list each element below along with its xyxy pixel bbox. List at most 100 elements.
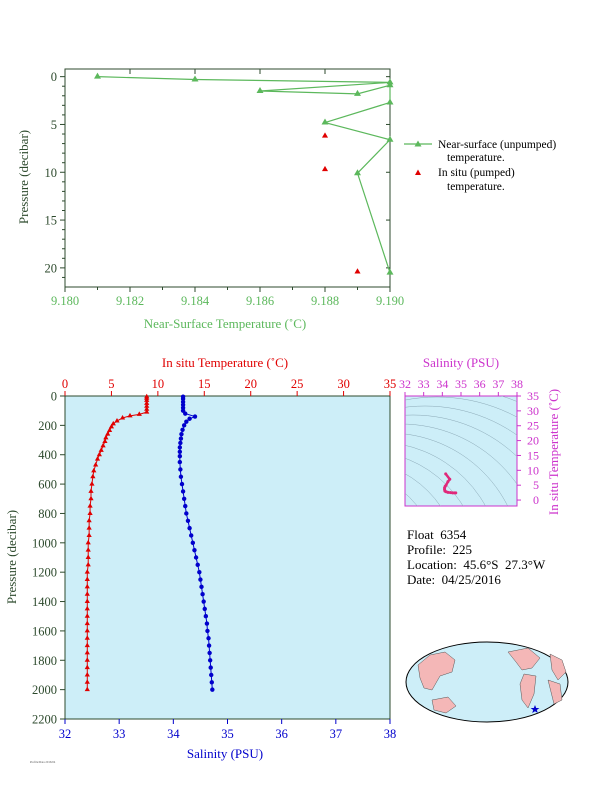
salinity-profile-point [180,427,185,432]
salinity-profile-point [206,643,212,648]
ts-profile-point [444,472,448,476]
map-land-asia [417,651,456,691]
near-surface-legend: Near-surface (unpumped) temperature. In … [404,139,556,193]
ts-salinity-label: Salinity (PSU) [423,355,499,370]
near-surface-plot-frame [64,68,391,288]
temperature-profile-point [84,620,90,626]
ts-salinity-tick-label: 37 [492,377,504,391]
map-land-australia [431,696,457,714]
ts-salinity-tick-label: 33 [418,377,430,391]
ts-salinity-tick-label: 35 [455,377,467,391]
near-surface-unpumped-point [354,89,361,96]
profile-pressure-tick-label: 2200 [32,713,57,727]
float-location-star-icon [530,705,540,713]
legend-triangle-unpumped-icon [414,140,422,147]
map-land-africa [547,679,563,705]
temperature-profile-point [105,431,111,436]
salinity-profile-point [209,672,214,678]
in-situ-pumped-point [321,165,329,172]
salinity-ticks: 32 33 34 35 36 37 38 [59,719,397,741]
temperature-tick-label: 30 [337,377,350,391]
legend-label-unpumped-2: temperature. [447,152,505,164]
ts-temperature-tick-label: 25 [527,419,539,433]
temperature-profile-point [93,462,99,467]
temperature-profile-point [84,671,90,677]
temperature-profile-point [91,467,97,473]
profile-pressure-tick-label: 1400 [32,595,57,609]
ts-temperature-tick-label: 20 [527,434,539,448]
ts-plot-frame [404,395,518,507]
density-contour [405,396,517,418]
salinity-tick-label: 38 [384,727,397,741]
salinity-profile-point [180,489,186,494]
salinity-profile-point [183,411,188,416]
profile-pressure-tick-label: 1000 [32,536,57,550]
temperature-profile-point [94,456,101,461]
temperature-profile-point [102,438,108,444]
profile-pressure-tick-label: 400 [38,448,57,462]
near-surface-x-tick-label: 9.182 [116,294,144,308]
ts-marks [443,472,458,495]
salinity-profile-point [208,665,213,670]
map-land [417,647,567,714]
temperature-profile-point [84,591,90,596]
profile-date: Date: 04/25/2016 [407,572,501,587]
near-surface-y-label: Pressure (decibar) [16,130,31,224]
temperature-profile-point [84,657,90,662]
temperature-tick-label: 15 [198,377,211,391]
near-surface-y-ticks: 0 5 10 15 20 [45,70,390,278]
near-surface-y-tick-label: 0 [51,70,57,84]
near-surface-unpumped-point [386,268,394,275]
salinity-profile-point [181,496,187,501]
temperature-profile-point [84,605,90,611]
temperature-profile-point [84,569,90,574]
map-land-south-america [519,673,537,709]
salinity-profile-point [178,467,183,472]
salinity-profile-point [210,687,215,692]
temperature-profile-point [84,576,90,582]
temperature-profile-point [85,561,91,567]
temperature-profile-point [114,417,120,423]
temperature-tick-label: 25 [291,377,304,391]
salinity-profile-point [205,628,210,634]
temperature-profile-point [106,427,113,433]
salinity-profile-point [202,606,207,612]
temperature-profile-point [86,517,92,523]
near-surface-unpumped-point [386,135,394,142]
ts-profile-point [454,491,458,495]
salinity-profile-point [187,416,192,421]
near-surface-y-tick-label: 10 [45,166,58,180]
temperature-profile-point [84,627,90,633]
float-id: Float 6354 [407,527,467,542]
temperature-profile-point [127,412,133,418]
ts-temperature-tick-label: 10 [527,463,539,477]
temperature-profile-point [84,664,90,670]
temperature-profile-point [144,397,150,402]
ts-salinity-ticks: 32 33 34 35 36 37 38 [399,377,523,396]
salinity-profile-point [206,636,211,641]
legend-triangle-pumped-icon [415,169,421,175]
salinity-profile-point [203,614,209,619]
ts-salinity-tick-label: 34 [436,377,448,391]
salinity-profile-point [190,540,196,546]
density-contour [405,414,517,457]
profile-pressure-ticks: 0 200 400 600 800 1000 1200 1400 1600 1800 2000 220… [32,390,65,727]
in-situ-pumped-point [354,268,361,274]
salinity-tick-label: 34 [167,727,180,741]
temperature-profile-point [89,481,95,486]
temperature-profile-point [88,495,94,501]
ts-profile-point [446,490,450,494]
profile-pressure-tick-label: 800 [38,507,57,521]
ts-salinity-tick-label: 36 [474,377,486,391]
salinity-profile-point [189,533,194,538]
temperature-profile-point [84,649,90,655]
near-surface-unpumped-point [321,118,329,125]
profile-chart: 0 5 10 15 20 25 30 35 32 33 34 35 36 37 38 0 200 400 600… [4,355,396,761]
salinity-profile-point [178,436,184,441]
near-surface-x-tick-label: 9.188 [311,294,339,308]
salinity-profile-point [177,459,183,465]
legend-label-pumped-2: temperature. [447,181,505,193]
